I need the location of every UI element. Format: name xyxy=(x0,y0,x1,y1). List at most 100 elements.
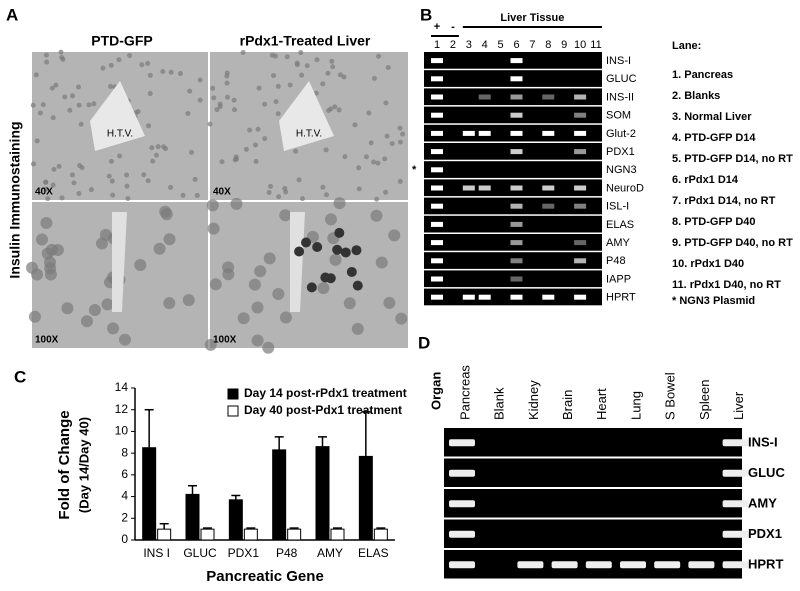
organ-label: Kidney xyxy=(526,380,541,420)
bar xyxy=(315,446,330,541)
nucleus xyxy=(332,104,338,110)
band xyxy=(585,561,612,569)
band xyxy=(510,221,523,227)
nucleus xyxy=(324,213,337,226)
organ-label: Blank xyxy=(492,387,507,420)
nucleus xyxy=(207,121,213,127)
nucleus xyxy=(76,191,82,197)
nucleus xyxy=(125,196,131,202)
nucleus xyxy=(145,60,151,66)
footnote: * NGN3 Plasmid xyxy=(672,295,755,307)
nucleus xyxy=(336,107,342,113)
panel-label: A xyxy=(6,5,18,24)
nucleus xyxy=(356,186,362,192)
gene-label: HPRT xyxy=(748,557,783,572)
nucleus xyxy=(163,297,176,310)
nucleus xyxy=(363,154,369,160)
nucleus xyxy=(44,59,50,65)
band xyxy=(542,130,555,136)
corner-label: Organ xyxy=(428,372,443,410)
y-tick-label: 4 xyxy=(121,489,128,503)
band xyxy=(574,149,587,155)
nucleus xyxy=(209,278,222,291)
panel-label: B xyxy=(420,5,432,24)
band xyxy=(478,94,491,100)
nucleus xyxy=(375,256,388,269)
legend-entry: 8. PTD-GFP D40 xyxy=(672,216,756,228)
gene-label: AMY xyxy=(606,237,631,249)
nucleus xyxy=(118,333,131,346)
nucleus xyxy=(323,192,329,198)
band xyxy=(478,294,491,300)
nucleus xyxy=(177,71,183,77)
nucleus xyxy=(330,64,336,70)
nucleus xyxy=(59,195,65,201)
band xyxy=(620,561,646,569)
vessel xyxy=(90,81,145,151)
nucleus xyxy=(33,72,39,78)
gene-label: GLUC xyxy=(748,465,785,480)
band xyxy=(722,500,749,508)
band xyxy=(574,240,587,246)
band xyxy=(574,94,587,100)
legend-swatch xyxy=(227,388,239,400)
nucleus xyxy=(389,141,395,147)
band xyxy=(574,185,587,191)
band xyxy=(510,240,523,246)
magnification: 100X xyxy=(213,335,237,346)
nucleus xyxy=(95,237,108,250)
band xyxy=(510,58,523,64)
nucleus xyxy=(262,341,275,354)
nucleus xyxy=(267,183,273,189)
nucleus xyxy=(56,163,62,169)
gene-label: NeuroD xyxy=(606,182,644,194)
bar xyxy=(330,528,345,541)
nucleus xyxy=(197,97,203,103)
nucleus xyxy=(276,194,282,200)
nucleus xyxy=(356,165,362,171)
stain xyxy=(351,245,362,256)
band xyxy=(688,561,715,569)
nucleus xyxy=(161,144,167,150)
nucleus xyxy=(50,182,56,188)
legend-entry: 11. rPdx1 D40, no RT xyxy=(672,279,781,291)
column-title: rPdx1-Treated Liver xyxy=(240,33,371,49)
nucleus xyxy=(262,136,268,142)
gel-d: Organ Pancreas Blank Kidney Brain Heart Lung S … xyxy=(428,365,785,579)
organ-label: Lung xyxy=(628,391,643,420)
legend-entry: 7. rPdx1 D14, no RT xyxy=(672,195,776,207)
nucleus xyxy=(78,121,84,127)
bar xyxy=(272,449,287,541)
gel-strip xyxy=(424,270,602,288)
bar xyxy=(228,499,243,541)
band xyxy=(510,112,523,118)
band xyxy=(431,149,443,155)
nucleus xyxy=(34,138,40,144)
nucleus xyxy=(255,126,261,132)
gene-label: P48 xyxy=(606,255,626,267)
nucleus xyxy=(30,102,36,108)
nucleus xyxy=(43,179,49,185)
x-tick-label: P48 xyxy=(276,546,298,560)
nucleus xyxy=(110,192,116,198)
nucleus xyxy=(237,312,250,325)
band xyxy=(542,94,555,100)
band xyxy=(722,561,749,569)
gene-label: IAPP xyxy=(606,273,631,285)
bar xyxy=(185,493,200,541)
nucleus xyxy=(323,147,329,153)
nucleus xyxy=(352,122,358,128)
band xyxy=(510,76,523,82)
nucleus xyxy=(147,91,153,97)
nucleus xyxy=(384,133,390,139)
nucleus xyxy=(251,334,264,347)
nucleus xyxy=(101,298,114,311)
band xyxy=(431,94,443,100)
band xyxy=(431,258,443,264)
gene-label: PDX1 xyxy=(748,526,782,541)
y-axis-title: Fold of Change xyxy=(56,410,73,519)
nucleus xyxy=(147,72,153,78)
nucleus xyxy=(45,196,51,202)
nucleus xyxy=(146,123,152,129)
bar xyxy=(200,528,215,541)
